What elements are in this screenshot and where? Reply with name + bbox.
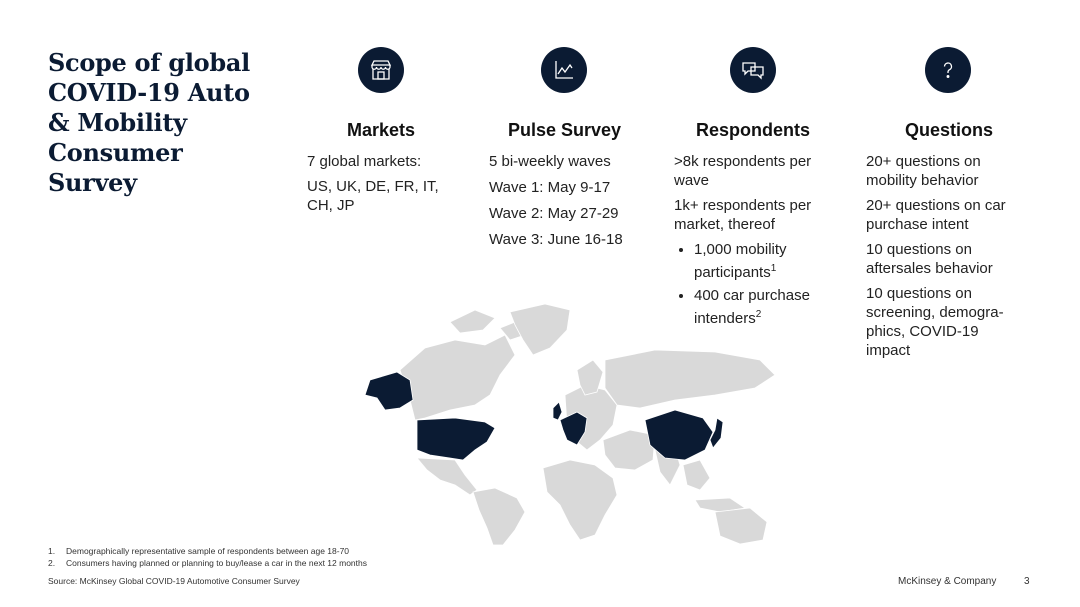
chat-bubbles-icon (730, 47, 776, 93)
map-us-highlight (416, 417, 496, 461)
bullet-text: 400 car purchase intenders (694, 287, 810, 327)
map-western-europe-highlight (559, 411, 588, 446)
questions-line: 10 questions on screening, demogra-phics… (866, 285, 1004, 359)
pulse-survey-body: 5 bi-weekly waves Wave 1: May 9-17 Wave … (489, 152, 659, 256)
markets-body: 7 global markets: US, UK, DE, FR, IT, CH… (307, 152, 467, 221)
respondents-line: >8k respondents per wave (674, 153, 812, 189)
map-south-america (472, 487, 526, 545)
map-australia (714, 507, 768, 545)
page-number: 3 (1024, 576, 1030, 587)
list-item: 1,000 mobility participants1 (694, 240, 834, 282)
footnote-text: Consumers having planned or planning to … (66, 558, 367, 568)
markets-line: 7 global markets: (307, 153, 422, 170)
footnote: 2. Consumers having planned or planning … (48, 557, 367, 569)
pulse-line: 5 bi-weekly waves (489, 153, 611, 170)
map-russia (604, 349, 776, 409)
footnote-number: 2. (48, 558, 56, 568)
respondents-line: 1k+ respondents per market, thereof (674, 197, 812, 233)
pulse-line: Wave 2: May 27-29 (489, 205, 619, 222)
footnotes: 1. Demographically representative sample… (48, 545, 367, 569)
questions-heading: Questions (905, 120, 994, 140)
map-arctic-islands (449, 309, 496, 334)
world-map (364, 303, 776, 545)
bullet-text: 1,000 mobility participants (694, 241, 787, 281)
map-uk-highlight (552, 401, 563, 421)
map-greenland (509, 303, 571, 356)
source-note: Source: McKinsey Global COVID-19 Automot… (48, 576, 300, 586)
map-japan-highlight (709, 417, 724, 449)
footnote-text: Demographically representative sample of… (66, 546, 350, 556)
list-item: 400 car purchase intenders2 (694, 286, 834, 328)
map-mexico (416, 457, 478, 496)
line-chart-icon (541, 47, 587, 93)
questions-line: 20+ questions on car purchase intent (866, 197, 1006, 233)
questions-line: 20+ questions on mobility behavior (866, 153, 981, 189)
map-africa (542, 459, 618, 541)
page-title: Scope of global COVID-19 Auto & Mobility… (48, 48, 250, 197)
footnote-ref: 2 (755, 309, 762, 320)
questions-body: 20+ questions on mobility behavior 20+ q… (866, 152, 1026, 366)
markets-heading: Markets (347, 120, 416, 140)
map-china-highlight (644, 409, 714, 461)
questions-line: 10 questions on aftersales behavior (866, 241, 993, 277)
pulse-survey-heading: Pulse Survey (508, 120, 622, 140)
respondents-body: >8k respondents per wave 1k+ respondents… (674, 152, 834, 332)
brand-name: McKinsey & Company (898, 576, 997, 587)
pulse-line: Wave 1: May 9-17 (489, 179, 611, 196)
footnote-number: 1. (48, 546, 56, 556)
map-canada (399, 334, 516, 421)
footnote: 1. Demographically representative sample… (48, 545, 367, 557)
question-mark-icon (925, 47, 971, 93)
respondents-breakdown-list: 1,000 mobility participants1 400 car pur… (674, 240, 834, 328)
map-southeast-asia (682, 459, 711, 491)
footnote-ref: 1 (770, 263, 777, 274)
map-alaska-highlight (364, 371, 414, 411)
storefront-icon (358, 47, 404, 93)
map-middle-east (602, 429, 656, 471)
pulse-line: Wave 3: June 16-18 (489, 231, 623, 248)
markets-line: US, UK, DE, FR, IT, CH, JP (307, 178, 439, 214)
respondents-heading: Respondents (696, 120, 811, 140)
map-scandinavia (576, 359, 604, 396)
